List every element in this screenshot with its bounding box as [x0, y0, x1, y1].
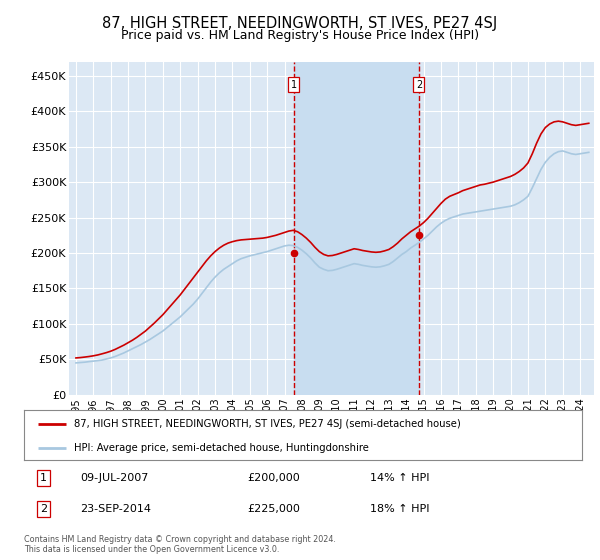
- Text: Contains HM Land Registry data © Crown copyright and database right 2024.
This d: Contains HM Land Registry data © Crown c…: [24, 535, 336, 554]
- Text: 87, HIGH STREET, NEEDINGWORTH, ST IVES, PE27 4SJ: 87, HIGH STREET, NEEDINGWORTH, ST IVES, …: [103, 16, 497, 31]
- Text: 2: 2: [40, 504, 47, 514]
- Text: 14% ↑ HPI: 14% ↑ HPI: [370, 473, 430, 483]
- Text: Price paid vs. HM Land Registry's House Price Index (HPI): Price paid vs. HM Land Registry's House …: [121, 29, 479, 42]
- Text: 87, HIGH STREET, NEEDINGWORTH, ST IVES, PE27 4SJ (semi-detached house): 87, HIGH STREET, NEEDINGWORTH, ST IVES, …: [74, 418, 461, 428]
- Text: 18% ↑ HPI: 18% ↑ HPI: [370, 504, 430, 514]
- Bar: [293, 62, 419, 395]
- Text: 2: 2: [416, 80, 422, 90]
- Text: 09-JUL-2007: 09-JUL-2007: [80, 473, 148, 483]
- Text: 23-SEP-2014: 23-SEP-2014: [80, 504, 151, 514]
- Text: HPI: Average price, semi-detached house, Huntingdonshire: HPI: Average price, semi-detached house,…: [74, 443, 369, 452]
- Text: 1: 1: [290, 80, 296, 90]
- Text: £225,000: £225,000: [247, 504, 300, 514]
- Text: 1: 1: [40, 473, 47, 483]
- Text: £200,000: £200,000: [247, 473, 300, 483]
